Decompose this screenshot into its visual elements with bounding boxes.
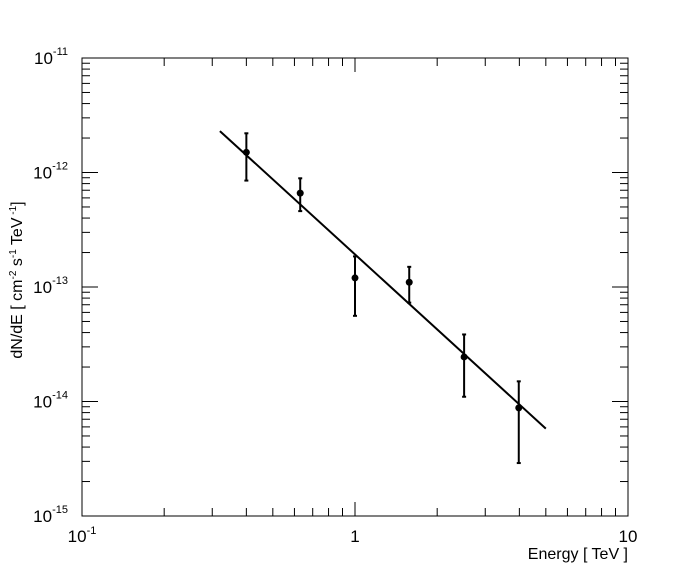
y-tick-label: 10-11 [34, 46, 68, 68]
y-axis-title: dN/dE [ cm-2 s-1 TeV -1] [8, 201, 26, 358]
y-tick-label: 10-15 [33, 504, 68, 526]
data-points-group [242, 132, 523, 465]
axis-ticks [81, 58, 629, 517]
x-tick-label: 10-1 [68, 525, 97, 546]
data-point [405, 278, 413, 286]
x-tick-label: 10 [619, 527, 638, 546]
x-axis-title: Energy [ TeV ] [528, 546, 628, 563]
data-point [515, 404, 523, 412]
fit-line-group [219, 130, 547, 430]
data-point [460, 353, 468, 361]
data-point [242, 148, 250, 156]
data-point [296, 189, 304, 197]
y-tick-label: 10-14 [33, 390, 68, 412]
y-tick-label: 10-13 [33, 275, 68, 297]
fit-line [219, 130, 547, 430]
data-point [351, 274, 359, 282]
y-tick-label: 10-12 [33, 161, 68, 183]
x-tick-label: 1 [350, 527, 359, 546]
